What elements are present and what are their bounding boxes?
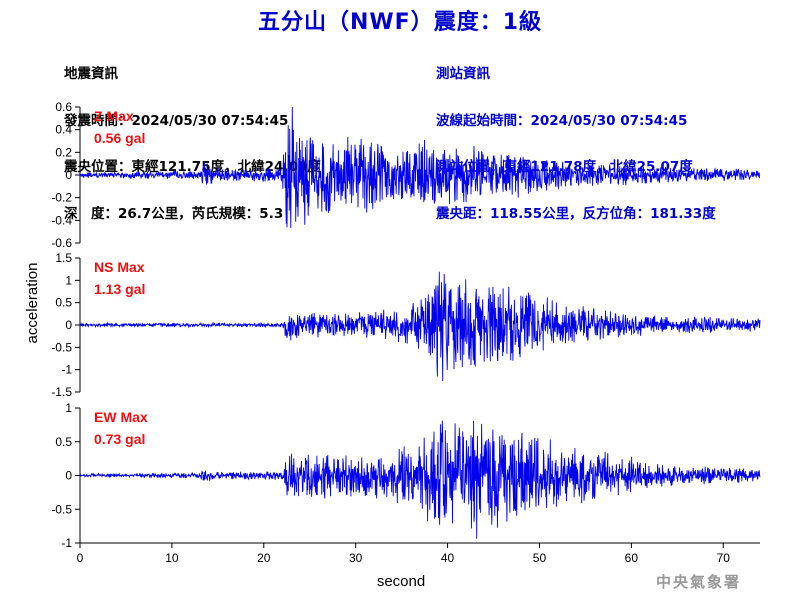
y-tick-label: -0.2 xyxy=(51,191,72,205)
x-axis: 0 10 20 30 40 50 60 70 xyxy=(77,542,760,565)
y-tick-label: -0.6 xyxy=(51,236,72,250)
max-value-ew: 0.73 gal xyxy=(94,431,145,447)
x-tick-label: 60 xyxy=(625,551,639,565)
x-tick-label: 50 xyxy=(533,551,547,565)
x-axis-label: second xyxy=(377,573,425,590)
chart-title: 五分山（NWF）震度：1級 xyxy=(257,10,542,35)
waveform-ns xyxy=(80,271,761,382)
credit-label: 中央氣象署 xyxy=(656,573,742,591)
x-tick-label: 30 xyxy=(349,551,363,565)
seismogram-panels: 0.6 0.4 0.2 0 -0.2 -0.4 -0.6 Z Max 0.56 gal 1.5 1 0… xyxy=(51,100,761,550)
x-tick-label: 10 xyxy=(165,551,179,565)
quake-info-header: 地震資訊 xyxy=(64,66,118,82)
y-tick-label: 0 xyxy=(65,168,72,182)
y-tick-label: -0.5 xyxy=(51,340,72,354)
y-axis-label: acceleration xyxy=(24,263,41,344)
y-tick-label: -1 xyxy=(61,363,72,377)
y-tick-label: -1.5 xyxy=(51,385,72,399)
station-info-header: 測站資訊 xyxy=(436,66,490,82)
wave-start-label: 波線起始時間： xyxy=(436,112,531,129)
x-tick-label: 0 xyxy=(77,551,84,565)
max-label-ns: NS Max xyxy=(94,259,145,275)
quake-time-value: 2024/05/30 07:54:45 xyxy=(131,112,289,129)
panel-ew: 1 0.5 0 -0.5 -1 EW Max 0.73 gal xyxy=(51,401,761,550)
quake-location-value: 東經121.75度，北緯24.00度 xyxy=(131,159,321,175)
quake-time-row: 發震時間：2024/05/30 07:54:45 xyxy=(64,112,321,130)
y-tick-label: 1 xyxy=(65,273,72,287)
quake-info-panel: 地震資訊 發震時間：2024/05/30 07:54:45 震央位置：東經121… xyxy=(64,36,321,238)
y-tick-label: 0.6 xyxy=(55,100,72,114)
wave-start-value: 2024/05/30 07:54:45 xyxy=(530,112,688,129)
max-label-z: Z Max xyxy=(94,108,134,124)
y-tick-label: -0.5 xyxy=(51,502,72,516)
y-tick-label: 0.2 xyxy=(55,145,72,159)
waveform-ew xyxy=(79,420,761,539)
waveform-z xyxy=(79,106,761,228)
max-value-ns: 1.13 gal xyxy=(94,281,145,297)
max-label-ew: EW Max xyxy=(94,409,148,425)
x-tick-label: 40 xyxy=(441,551,455,565)
panel-ns: 1.5 1 0.5 0 -0.5 -1 -1.5 NS Max 1.13 gal xyxy=(51,251,761,399)
x-tick-label: 20 xyxy=(257,551,271,565)
max-value-z: 0.56 gal xyxy=(94,130,145,146)
quake-depth-magnitude: 深 度：26.7公里，芮氏規模：5.3 xyxy=(64,205,284,222)
y-tick-label: 0.5 xyxy=(55,435,72,449)
y-tick-label: 0.4 xyxy=(55,123,72,137)
y-tick-label: -0.4 xyxy=(51,213,72,227)
wave-start-row: 波線起始時間：2024/05/30 07:54:45 xyxy=(436,112,716,130)
distance-azimuth: 震央距：118.55公里，反方位角：181.33度 xyxy=(436,205,716,222)
quake-location-label: 震央位置： xyxy=(64,159,132,175)
y-tick-label: 0 xyxy=(65,469,72,483)
panel-z: 0.6 0.4 0.2 0 -0.2 -0.4 -0.6 Z Max 0.56 gal xyxy=(51,100,761,250)
y-tick-label: 0 xyxy=(65,318,72,332)
x-tick-label: 70 xyxy=(717,551,731,565)
y-tick-label: -1 xyxy=(61,536,72,550)
quake-location-row: 震央位置：東經121.75度，北緯24.00度 xyxy=(64,159,321,176)
y-tick-label: 0.5 xyxy=(55,296,72,310)
y-tick-label: 1.5 xyxy=(55,251,72,265)
quake-time-label: 發震時間： xyxy=(64,112,132,129)
y-tick-label: 1 xyxy=(65,401,72,415)
